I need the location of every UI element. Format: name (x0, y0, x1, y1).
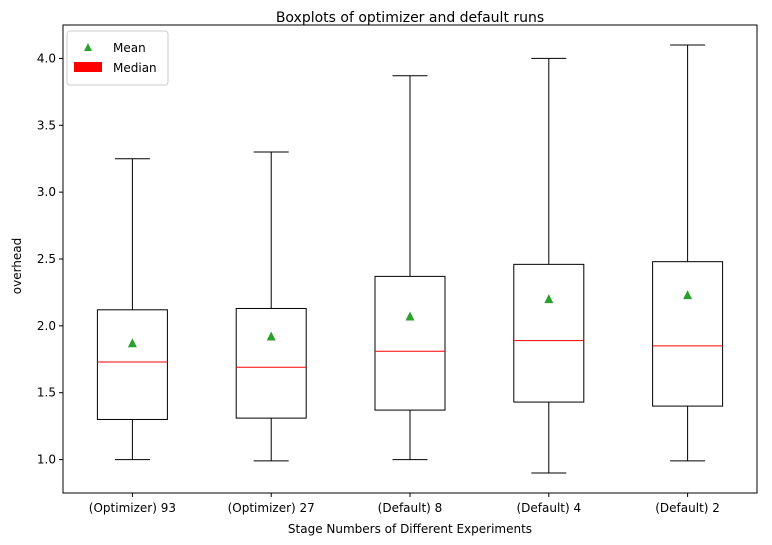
x-tick-label: (Default) 8 (378, 501, 443, 515)
x-axis-label: Stage Numbers of Different Experiments (288, 522, 532, 536)
y-axis-label: overhead (10, 238, 24, 295)
legend-mean-marker (84, 43, 92, 51)
y-tick-label: 2.5 (37, 252, 56, 266)
chart-title: Boxplots of optimizer and default runs (276, 10, 544, 26)
box (513, 263, 585, 403)
box (652, 261, 724, 407)
legend-median-label: Median (113, 61, 157, 75)
y-tick-label: 1.0 (37, 453, 56, 467)
box (235, 307, 307, 419)
box (96, 309, 168, 420)
mean-marker (683, 290, 693, 300)
y-tick-label: 2.0 (37, 319, 56, 333)
x-tick-label: (Optimizer) 93 (89, 501, 176, 515)
plot-area: 1.0 1.5 2.0 2.5 3.0 3.5 4.0 (Optimizer) 93 (Opti… (37, 44, 724, 515)
axes-frame (62, 24, 758, 494)
y-tick-label: 3.5 (37, 118, 56, 132)
legend-mean-label: Mean (113, 41, 146, 55)
mean-marker (544, 294, 554, 304)
mean-marker (266, 331, 276, 341)
legend-median-marker (74, 62, 102, 72)
y-tick-label: 3.0 (37, 185, 56, 199)
x-tick-label: (Default) 4 (516, 501, 581, 515)
mean-marker (405, 311, 415, 321)
x-tick-label: (Default) 2 (655, 501, 720, 515)
x-tick-label: (Optimizer) 27 (228, 501, 315, 515)
y-tick-label: 4.0 (37, 51, 56, 65)
legend-frame (66, 30, 169, 86)
y-tick-label: 1.5 (37, 386, 56, 400)
legend: Mean Median (66, 30, 169, 86)
box (374, 275, 446, 411)
mean-marker (127, 338, 137, 348)
